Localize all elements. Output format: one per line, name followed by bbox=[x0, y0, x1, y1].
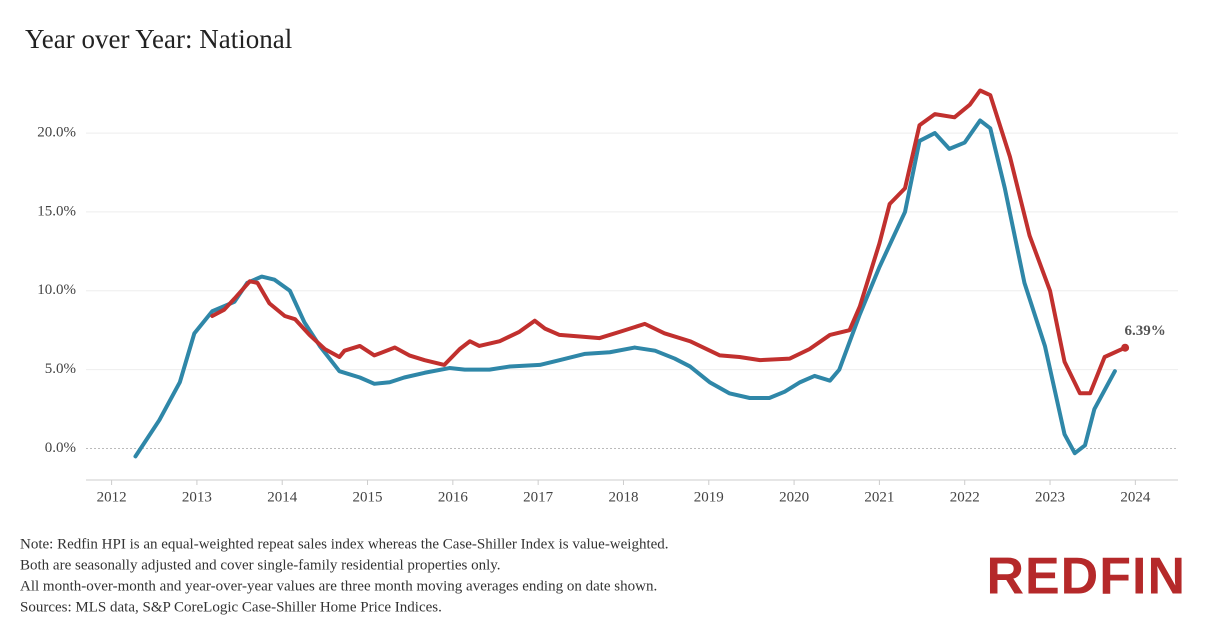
x-tick-label: 2019 bbox=[694, 489, 724, 505]
x-tick-label: 2024 bbox=[1120, 489, 1151, 505]
series-line bbox=[133, 118, 1117, 459]
series-line bbox=[210, 88, 1128, 396]
x-tick-label: 2013 bbox=[182, 489, 212, 505]
y-tick-label: 15.0% bbox=[37, 203, 76, 219]
note: Sources: MLS data, S&P CoreLogic Case-Sh… bbox=[20, 599, 442, 615]
x-tick-label: 2014 bbox=[267, 489, 298, 505]
chart-title: Year over Year: National bbox=[25, 24, 292, 54]
note: Note: Redfin HPI is an equal-weighted re… bbox=[20, 536, 669, 552]
x-tick-label: 2023 bbox=[1035, 489, 1065, 505]
x-tick-label: 2021 bbox=[864, 489, 894, 505]
x-tick-label: 2022 bbox=[950, 489, 980, 505]
x-tick-label: 2018 bbox=[608, 489, 638, 505]
y-tick-label: 5.0% bbox=[45, 361, 76, 377]
x-tick-label: 2012 bbox=[97, 489, 127, 505]
x-tick-label: 2017 bbox=[523, 489, 554, 505]
data-label: 6.39% bbox=[1124, 323, 1165, 339]
end-point bbox=[1121, 343, 1130, 352]
x-tick-label: 2016 bbox=[438, 489, 469, 505]
note: All month-over-month and year-over-year … bbox=[20, 578, 657, 594]
note: Both are seasonally adjusted and cover s… bbox=[20, 557, 501, 573]
x-tick-label: 2015 bbox=[353, 489, 383, 505]
logo: REDFIN bbox=[986, 548, 1186, 606]
y-tick-label: 0.0% bbox=[45, 440, 76, 456]
y-tick-label: 20.0% bbox=[37, 125, 76, 141]
y-tick-label: 10.0% bbox=[37, 282, 76, 298]
x-tick-label: 2020 bbox=[779, 489, 809, 505]
